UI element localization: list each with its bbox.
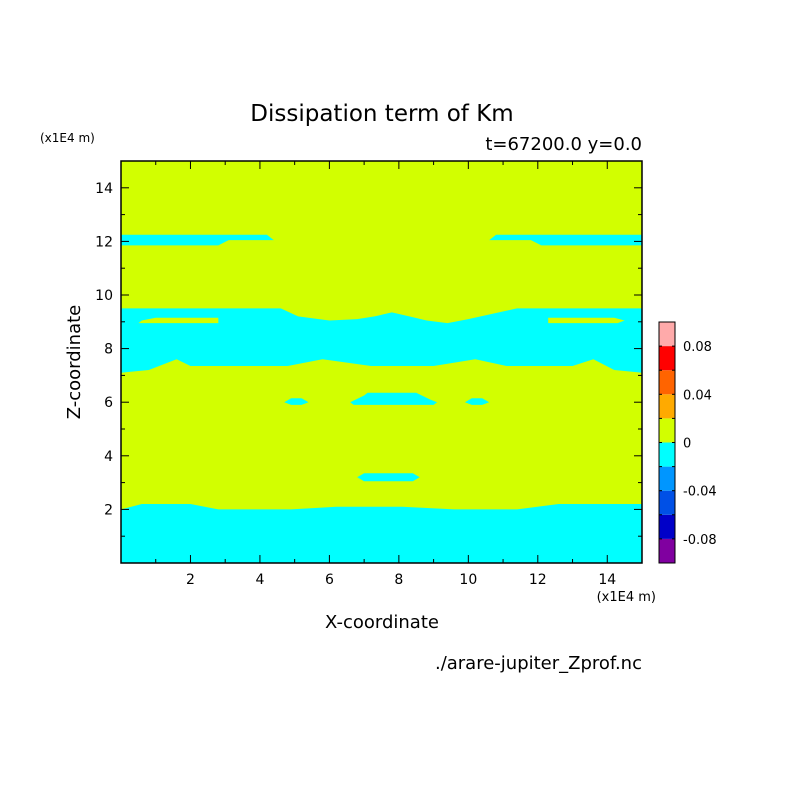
colorbar-segment <box>659 370 675 395</box>
heatmap-region-4 <box>138 317 219 324</box>
heatmap-region-6 <box>350 392 438 405</box>
heatmap-region-1 <box>121 234 274 246</box>
y-axis-label: Z-coordinate <box>64 305 85 420</box>
plot-area: 2 4 6 8 10 12 14 2 4 6 8 10 12 14 <box>95 160 643 588</box>
colorbar-tick-label: 0.08 <box>683 340 712 355</box>
y-tick-label: 10 <box>95 288 113 304</box>
x-tick-label: 14 <box>598 572 616 588</box>
colorbar-segment <box>659 394 675 419</box>
colorbar-tick-label: 0.04 <box>683 388 712 403</box>
chart-title: Dissipation term of Km <box>250 101 513 127</box>
colorbar: -0.08 -0.04 0 0.04 0.08 <box>658 321 717 564</box>
heatmap-region-3 <box>121 308 642 373</box>
x-tick-label: 6 <box>325 572 334 588</box>
y-unit-label: (x1E4 m) <box>40 131 95 145</box>
y-tick-label: 6 <box>104 395 113 411</box>
colorbar-segment <box>659 322 675 347</box>
y-tick-label: 8 <box>104 342 113 358</box>
x-unit-label: (x1E4 m) <box>597 590 656 605</box>
source-file-label: ./arare-jupiter_Zprof.nc <box>435 653 642 674</box>
colorbar-segment <box>659 418 675 443</box>
colorbar-segment <box>659 490 675 515</box>
colorbar-segment <box>659 442 675 467</box>
x-tick-label: 4 <box>255 572 264 588</box>
y-tick-label: 2 <box>104 502 113 518</box>
x-tick-label: 12 <box>529 572 547 588</box>
colorbar-tick-label: -0.08 <box>683 533 717 548</box>
chart-subtitle: t=67200.0 y=0.0 <box>485 134 642 155</box>
x-tick-label: 8 <box>394 572 403 588</box>
colorbar-segment <box>659 538 675 563</box>
colorbar-segment <box>659 514 675 539</box>
plot-frame <box>120 160 643 564</box>
heatmap-region-0 <box>121 504 642 563</box>
heatmap-region-5 <box>548 317 625 324</box>
colorbar-segment <box>659 346 675 371</box>
colorbar-segment <box>659 466 675 491</box>
y-tick-label: 4 <box>104 449 113 465</box>
heatmap-region-9 <box>357 473 420 482</box>
x-tick-label: 10 <box>459 572 477 588</box>
heatmap-region-8 <box>464 398 490 405</box>
colorbar-tick-label: 0 <box>683 437 691 452</box>
x-axis-label: X-coordinate <box>325 612 439 633</box>
heatmap-region-2 <box>489 234 642 246</box>
colorbar-tick-label: -0.04 <box>683 485 717 500</box>
x-tick-label: 2 <box>186 572 195 588</box>
heatmap-region-7 <box>284 398 309 405</box>
y-tick-label: 14 <box>95 181 113 197</box>
y-tick-label: 12 <box>95 234 113 250</box>
